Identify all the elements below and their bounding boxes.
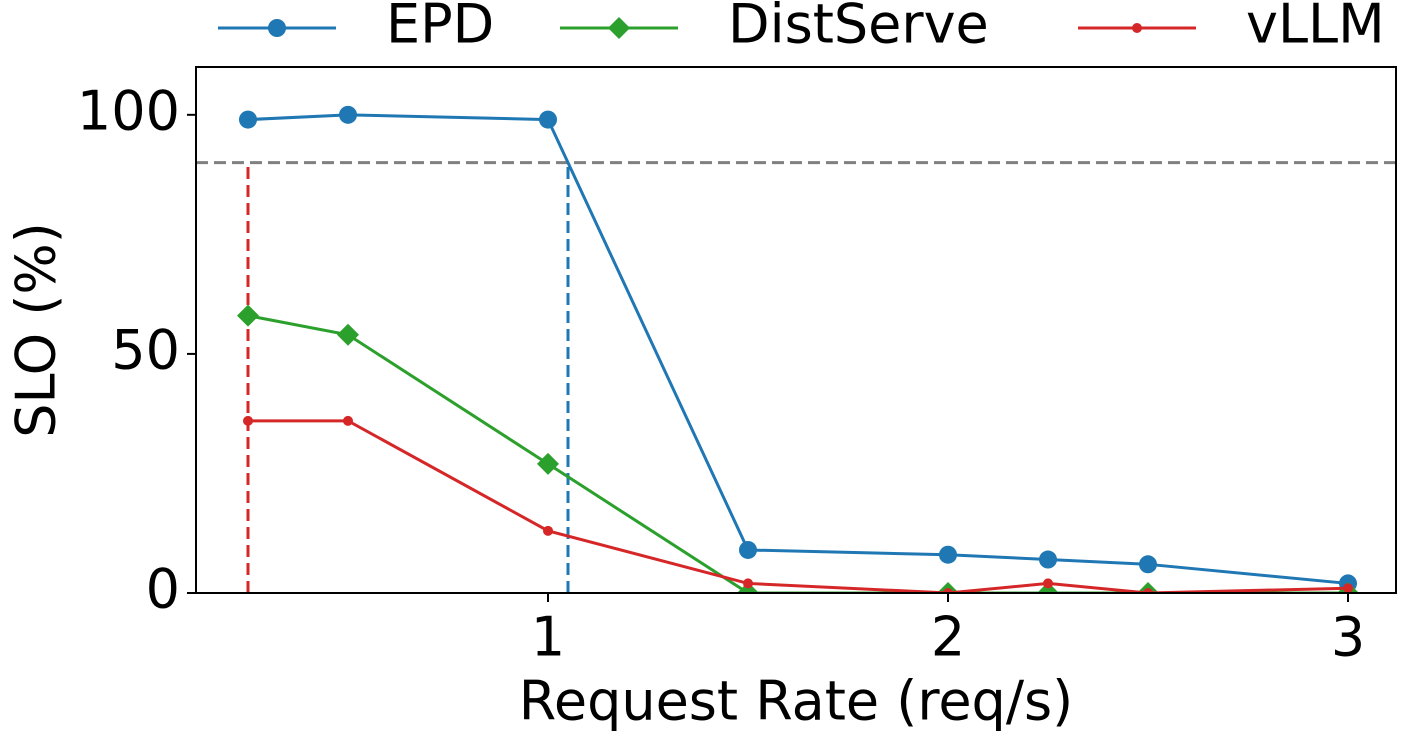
legend-label: vLLM — [1246, 0, 1385, 56]
series-line — [247, 314, 1348, 593]
marker — [1039, 550, 1057, 569]
legend-label: DistServe — [728, 0, 989, 56]
marker — [239, 110, 257, 129]
x-tick-label: 2 — [931, 606, 965, 669]
legend-label: EPD — [386, 0, 494, 56]
y-axis-label: SLO (%) — [5, 222, 68, 438]
marker — [337, 323, 359, 346]
x-tick-label: 3 — [1331, 606, 1365, 669]
x-axis-label: Request Rate (req/s) — [519, 670, 1073, 733]
marker — [343, 415, 353, 426]
marker — [1343, 583, 1353, 593]
legend-marker — [1132, 23, 1142, 33]
marker — [237, 304, 259, 327]
marker — [243, 415, 253, 426]
marker — [339, 105, 357, 124]
marker — [1143, 588, 1153, 593]
x-tick-label: 1 — [531, 606, 565, 669]
marker — [1043, 578, 1053, 589]
y-tick-label: 50 — [111, 319, 180, 382]
marker — [939, 545, 957, 564]
marker — [537, 452, 559, 475]
series-line — [247, 113, 1349, 585]
y-tick-label: 0 — [146, 558, 180, 621]
plot-frame — [195, 66, 1397, 594]
marker — [543, 525, 553, 536]
legend-marker — [268, 19, 286, 37]
marker — [943, 588, 953, 593]
marker — [937, 582, 959, 593]
marker — [1137, 582, 1159, 593]
legend-marker — [608, 17, 630, 39]
plot-area — [196, 105, 1396, 593]
marker — [739, 540, 757, 559]
y-tick-label: 100 — [77, 79, 180, 142]
series-line — [248, 419, 1349, 593]
marker — [743, 578, 753, 589]
marker — [539, 110, 557, 129]
marker — [1139, 555, 1157, 574]
